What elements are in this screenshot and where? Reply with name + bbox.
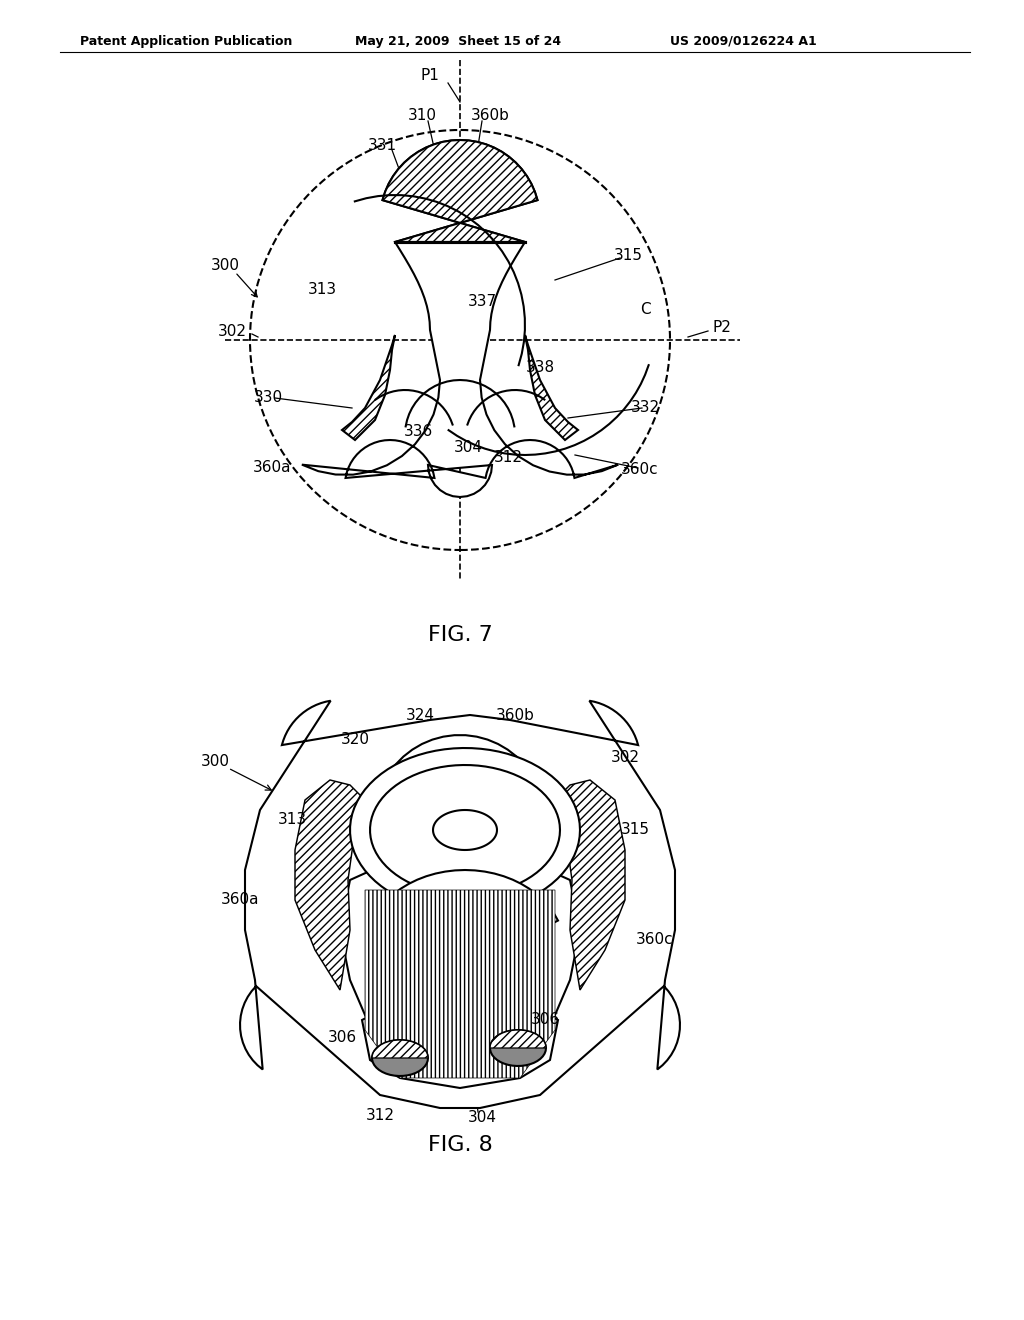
Text: 304: 304 [454,441,482,455]
Polygon shape [295,780,370,990]
Polygon shape [350,748,580,912]
Text: 312: 312 [494,450,522,466]
Text: 336: 336 [403,425,432,440]
Text: 304: 304 [468,1110,497,1126]
Text: 360c: 360c [636,932,674,948]
Text: 331: 331 [368,137,396,153]
Text: 324: 324 [406,708,434,722]
Text: 338: 338 [525,360,555,375]
Polygon shape [370,766,560,895]
Text: 320: 320 [341,733,370,747]
Text: 306: 306 [530,1012,559,1027]
Text: 360c: 360c [622,462,658,478]
Text: 332: 332 [631,400,659,416]
Polygon shape [433,810,497,850]
Text: 310: 310 [408,107,436,123]
Text: 300: 300 [201,755,229,770]
Text: C: C [640,302,650,318]
Text: US 2009/0126224 A1: US 2009/0126224 A1 [670,36,817,48]
Text: 360b: 360b [496,708,535,722]
Text: May 21, 2009  Sheet 15 of 24: May 21, 2009 Sheet 15 of 24 [355,36,561,48]
Polygon shape [372,1040,428,1076]
Text: FIG. 8: FIG. 8 [428,1135,493,1155]
Text: FIG. 7: FIG. 7 [428,624,493,645]
Text: 302: 302 [217,325,247,339]
Polygon shape [490,1030,546,1067]
Polygon shape [490,1030,546,1048]
Polygon shape [240,701,680,1107]
Text: 360b: 360b [471,107,509,123]
Text: 360a: 360a [253,461,291,475]
Polygon shape [383,140,538,242]
Text: 300: 300 [211,257,240,272]
Text: Patent Application Publication: Patent Application Publication [80,36,293,48]
Text: 315: 315 [613,248,642,263]
Text: P1: P1 [421,67,439,82]
Polygon shape [340,735,580,1080]
Text: 313: 313 [307,282,337,297]
Text: 306: 306 [328,1031,356,1045]
Text: 315: 315 [621,822,649,837]
Text: P2: P2 [713,321,731,335]
Text: 313: 313 [278,813,306,828]
Polygon shape [302,140,618,498]
Text: 337: 337 [467,294,497,309]
Text: 360a: 360a [221,892,259,908]
Text: 312: 312 [366,1107,394,1122]
Polygon shape [342,335,395,440]
Polygon shape [362,870,558,1088]
Text: 302: 302 [610,751,640,766]
Polygon shape [525,335,578,440]
Polygon shape [550,780,625,990]
Polygon shape [372,1040,428,1059]
Text: 330: 330 [253,391,283,405]
Polygon shape [365,890,555,1078]
